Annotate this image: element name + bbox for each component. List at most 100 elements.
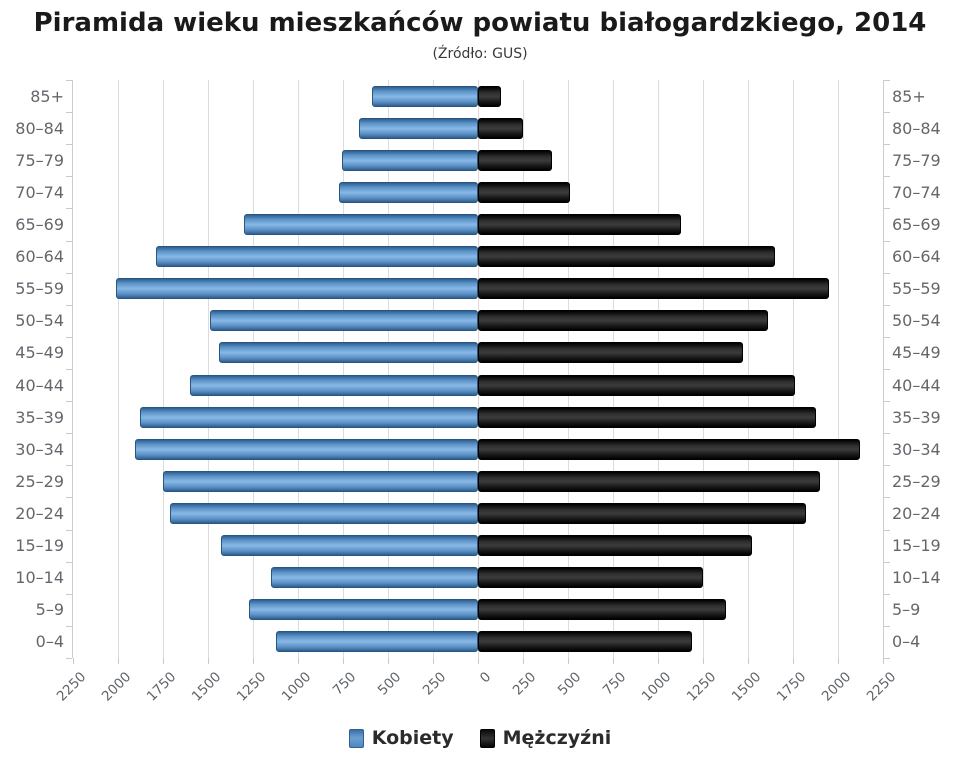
- axis-tick: [884, 594, 890, 595]
- x-axis: 2250 2000 1750 1500 1250 1000 750 500 250 0 250 500…: [54, 658, 899, 722]
- y-axis-label-right: 75–79: [892, 150, 941, 170]
- axis-tick: [884, 176, 890, 177]
- legend: Kobiety Mężczyźni: [0, 720, 960, 756]
- axis-tick: [884, 465, 890, 466]
- y-axis-label-right: 5–9: [892, 600, 921, 620]
- axis-tick: [884, 530, 890, 531]
- x-axis-tick-label: 2250: [53, 669, 90, 705]
- axis-tick: [66, 241, 72, 242]
- plot-area: [66, 80, 890, 659]
- bar-mezczyzni-80–84: [478, 117, 523, 139]
- chart-subtitle: (Źródło: GUS): [432, 46, 528, 62]
- x-axis-tick: [613, 658, 614, 664]
- bar-kobiety-15–19: [220, 535, 478, 557]
- chart-title: Piramida wieku mieszkańców powiatu biało…: [33, 8, 927, 38]
- bar-kobiety-70–74: [338, 181, 478, 203]
- y-axis-label-right: 15–19: [892, 536, 941, 556]
- axis-tick: [884, 401, 890, 402]
- bar-mezczyzni-25–29: [478, 470, 820, 492]
- axis-tick: [66, 305, 72, 306]
- y-axis-label-left: 30–34: [15, 439, 64, 459]
- y-axis-label-left: 65–69: [15, 214, 64, 234]
- y-axis-label-left: 75–79: [15, 150, 64, 170]
- axis-tick: [66, 337, 72, 338]
- bar-kobiety-60–64: [155, 246, 478, 268]
- gridline: [658, 80, 659, 658]
- legend-item-mezczyzni[interactable]: Mężczyźni: [479, 727, 611, 749]
- bar-mezczyzni-0–4: [478, 631, 693, 653]
- x-axis-tick-label: 2000: [98, 669, 135, 705]
- bar-kobiety-45–49: [218, 342, 478, 364]
- axis-tick: [884, 144, 890, 145]
- bar-kobiety-30–34: [135, 438, 478, 460]
- x-axis-tick: [703, 658, 704, 664]
- bar-kobiety-35–39: [139, 406, 478, 428]
- bar-mezczyzni-85+: [478, 85, 502, 107]
- x-axis-tick-label: 250: [509, 669, 540, 699]
- x-axis-tick: [838, 658, 839, 664]
- y-axis-label-left: 40–44: [15, 375, 64, 395]
- y-axis-label-right: 10–14: [892, 568, 941, 588]
- axis-tick: [884, 369, 890, 370]
- y-axis-label-right: 25–29: [892, 471, 941, 491]
- x-axis-tick-label: 750: [599, 669, 630, 699]
- axis-tick: [884, 562, 890, 563]
- axis-tick: [66, 401, 72, 402]
- y-axis-label-right: 40–44: [892, 375, 941, 395]
- bar-kobiety-40–44: [190, 374, 478, 396]
- y-axis-label-left: 35–39: [15, 407, 64, 427]
- axis-tick: [66, 208, 72, 209]
- gridline: [703, 80, 704, 658]
- gridline: [343, 80, 344, 658]
- axis-tick: [884, 80, 890, 81]
- x-axis-tick-label: 250: [419, 669, 450, 699]
- y-axis-label-left: 10–14: [15, 568, 64, 588]
- bar-mezczyzni-70–74: [478, 181, 570, 203]
- bar-mezczyzni-15–19: [478, 535, 752, 557]
- y-axis-label-right: 65–69: [892, 214, 941, 234]
- gridline: [388, 80, 389, 658]
- y-axis-label-left: 0–4: [35, 632, 64, 652]
- x-axis-tick: [163, 658, 164, 664]
- y-axis-label-right: 35–39: [892, 407, 941, 427]
- x-axis-tick: [523, 658, 524, 664]
- bar-mezczyzni-5–9: [478, 599, 727, 621]
- x-axis-tick: [73, 658, 74, 664]
- x-axis-tick-label: 1500: [728, 669, 765, 705]
- x-axis-tick-label: 1250: [233, 669, 270, 705]
- legend-swatch-mezczyzni-icon: [479, 728, 495, 748]
- bar-kobiety-75–79: [342, 149, 478, 171]
- axis-tick: [66, 176, 72, 177]
- x-axis-tick: [478, 658, 479, 664]
- axis-tick: [66, 369, 72, 370]
- bar-mezczyzni-35–39: [478, 406, 817, 428]
- x-axis-tick-label: 2250: [863, 669, 900, 705]
- legend-swatch-kobiety-icon: [348, 728, 364, 748]
- y-axis-label-right: 30–34: [892, 439, 941, 459]
- gridline: [523, 80, 524, 658]
- bar-kobiety-5–9: [249, 599, 478, 621]
- axis-tick: [884, 626, 890, 627]
- legend-item-kobiety[interactable]: Kobiety: [348, 727, 454, 749]
- axis-tick: [884, 305, 890, 306]
- x-axis-tick: [433, 658, 434, 664]
- y-axis-label-left: 25–29: [15, 471, 64, 491]
- gridline: [208, 80, 209, 658]
- bar-kobiety-10–14: [271, 567, 478, 589]
- bar-mezczyzni-50–54: [478, 310, 768, 332]
- bar-kobiety-85+: [371, 85, 478, 107]
- y-axis-label-right: 80–84: [892, 118, 941, 138]
- plot-wrap: 85+ 80–84 75–79 70–74 65–69 60–64 55–59 50–54 45…: [0, 80, 960, 659]
- axis-tick: [66, 112, 72, 113]
- y-axis-label-right: 60–64: [892, 247, 941, 267]
- axis-tick: [884, 658, 890, 659]
- axis-tick: [884, 337, 890, 338]
- x-axis-tick-label: 1750: [773, 669, 810, 705]
- bar-kobiety-20–24: [170, 503, 478, 524]
- x-axis-tick: [883, 658, 884, 664]
- y-axis-label-right: 0–4: [892, 632, 921, 652]
- y-axis-label-left: 70–74: [15, 182, 64, 202]
- axis-tick: [884, 241, 890, 242]
- axis-tick: [66, 497, 72, 498]
- y-axis-label-left: 85+: [30, 86, 64, 106]
